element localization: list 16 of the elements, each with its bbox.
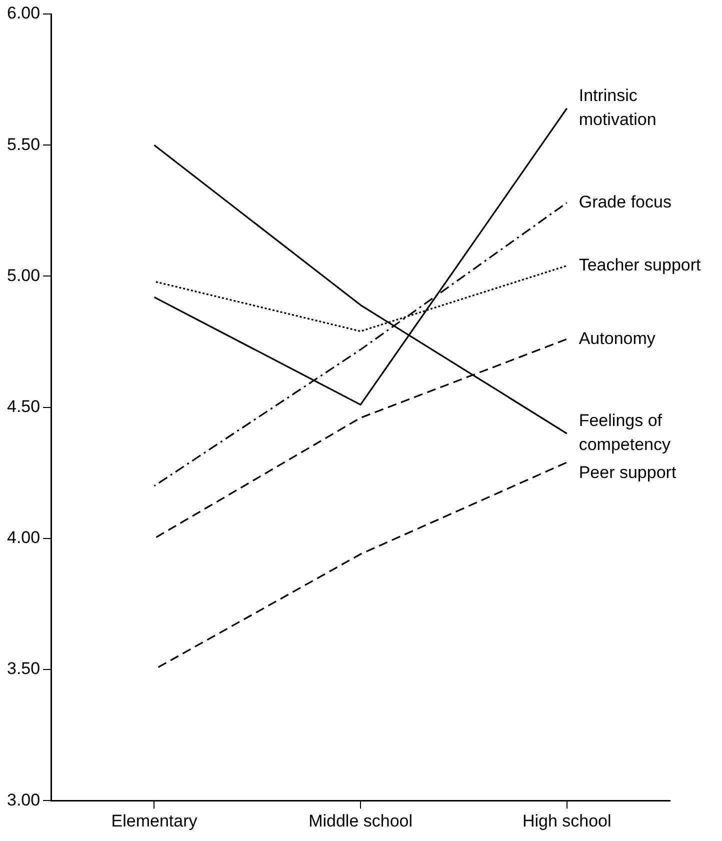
series-label: Autonomy <box>578 328 656 348</box>
y-tick-label: 4.50 <box>6 396 40 416</box>
series-label: Intrinsic motivation <box>578 86 656 130</box>
series-label: Peer support <box>578 463 676 482</box>
y-tick-label: 4.00 <box>6 528 40 548</box>
series-label: Grade focus <box>578 192 672 212</box>
series-label: Feelings of competency <box>578 411 672 454</box>
x-tick-label: Elementary <box>111 811 198 830</box>
y-tick-label: 6.00 <box>6 4 40 23</box>
y-tick-label: 3.50 <box>6 659 40 678</box>
series-label: Teacher support <box>578 255 702 274</box>
y-tick-label: 5.00 <box>6 266 40 285</box>
x-tick-label: Middle school <box>308 811 413 830</box>
y-tick-label: 3.00 <box>6 790 40 810</box>
x-tick-label: High school <box>522 811 612 830</box>
y-tick-label: 5.50 <box>6 134 40 154</box>
